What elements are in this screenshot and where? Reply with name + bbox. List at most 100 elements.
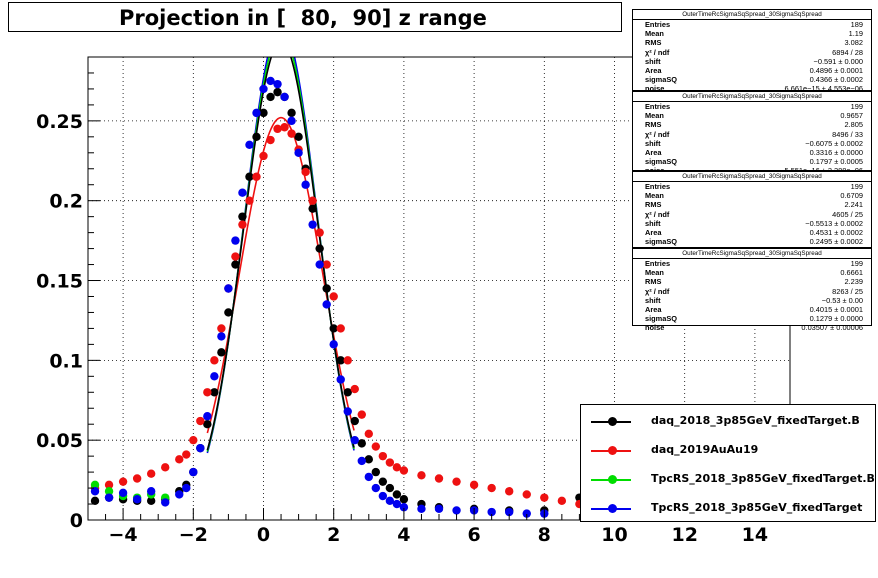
data-point [315,260,324,269]
data-point [308,196,317,205]
stats-row: Entries 189 [633,20,871,29]
data-point [231,236,240,245]
data-point [487,483,496,493]
data-point [287,129,296,138]
data-point [364,429,373,438]
data-point [238,220,247,229]
stats-key: Area [645,65,662,75]
axis-ticks: −4 −2 0 2 4 6 8 10 12 14 0 0.05 0.1 0.15 0.2 0.25 [36,72,791,546]
stats-box: OuterTimeRcSigmaSqSpread_30SigmaSqSpread… [632,171,872,255]
fit-curve [206,57,355,454]
data-point [378,451,388,461]
data-point [266,76,275,86]
data-point [357,439,366,448]
data-series [90,76,584,518]
stats-key: shift [645,138,661,148]
data-point [452,506,461,515]
fit-curves [206,57,355,454]
data-point [280,92,289,102]
data-point [392,463,402,472]
stats-value: 189 [850,20,863,29]
stats-key: noise [645,166,664,175]
data-point [385,483,395,493]
data-point [104,493,114,502]
data-point [189,435,198,445]
stats-value: 199 [850,182,863,191]
data-point [371,483,381,493]
data-point [385,458,395,467]
y-tick-label: 0.25 [36,111,83,133]
data-point [287,116,296,126]
data-point [434,474,444,483]
data-point [217,348,226,357]
data-point [146,496,156,506]
stats-key: Entries [645,259,671,268]
data-point [371,467,381,477]
stats-key: sigmaSQ [645,75,678,85]
data-point [266,135,275,145]
data-point [259,84,268,94]
data-point [329,292,338,301]
data-point [217,332,226,341]
data-point [357,410,366,419]
data-point [231,260,240,269]
data-point [487,507,496,517]
data-point [238,212,247,221]
data-point [224,308,233,317]
stats-key: Mean [645,111,664,121]
data-point [315,228,324,237]
stats-box: OuterTimeRcSigmaSqSpread_30SigmaSqSpread… [632,91,872,175]
legend-dot-marker [608,475,617,484]
stats-row: Mean 0.6661 [633,268,871,277]
data-point [273,79,282,89]
stats-key: Area [645,304,662,314]
data-point [132,495,142,504]
stats-value: −0.5513 ± 0.0002 [805,218,863,228]
data-point [90,480,100,490]
data-point [203,420,212,429]
stats-value: 199 [850,259,863,268]
stats-value: 5.551e−16 ± 2.288e−06 [785,166,863,175]
stats-key: RMS [645,200,662,210]
data-point [161,498,170,507]
stats-row: shift −0.5513 ± 0.0002 [633,219,871,228]
stats-key: sigmaSQ [645,237,678,247]
data-point [301,167,310,177]
data-point [322,300,331,309]
stats-row: Mean 0.9657 [633,111,871,120]
stats-key: Mean [645,29,664,39]
data-point [336,356,345,365]
data-point [175,455,184,464]
data-point [343,407,352,416]
data-point [294,132,303,142]
data-point [469,480,479,490]
stats-value: 8263 / 25 [832,286,863,296]
stats-value: 2.239 [844,277,864,287]
y-tick-label: 0 [70,510,83,532]
x-tick-label: 10 [601,524,627,546]
data-point [357,456,366,466]
data-point [522,490,531,499]
data-point [329,340,338,349]
stats-row: RMS 3.082 [633,38,871,47]
data-point [217,324,226,333]
stats-key: noise [645,84,665,94]
fit-curve [206,116,355,434]
data-point [231,252,240,261]
stats-value: 0.4015 ± 0.0001 [809,304,863,314]
x-tick-label: −4 [109,524,138,546]
stats-key: Mean [645,191,664,201]
data-point [245,140,254,150]
data-point [196,443,205,453]
stats-row: Area 0.4896 ± 0.0001 [633,66,871,75]
data-point [343,356,352,365]
y-tick-label: 0.2 [49,191,83,213]
legend-label: TpcRS_2018_3p85GeV_fixedTarget.B [651,472,875,485]
x-tick-label: 4 [397,524,410,546]
data-point [259,151,268,161]
stats-row: RMS 2.805 [633,120,871,129]
data-point [252,108,261,118]
stats-key: sigmaSQ [645,157,678,167]
x-tick-label: 14 [742,524,768,546]
